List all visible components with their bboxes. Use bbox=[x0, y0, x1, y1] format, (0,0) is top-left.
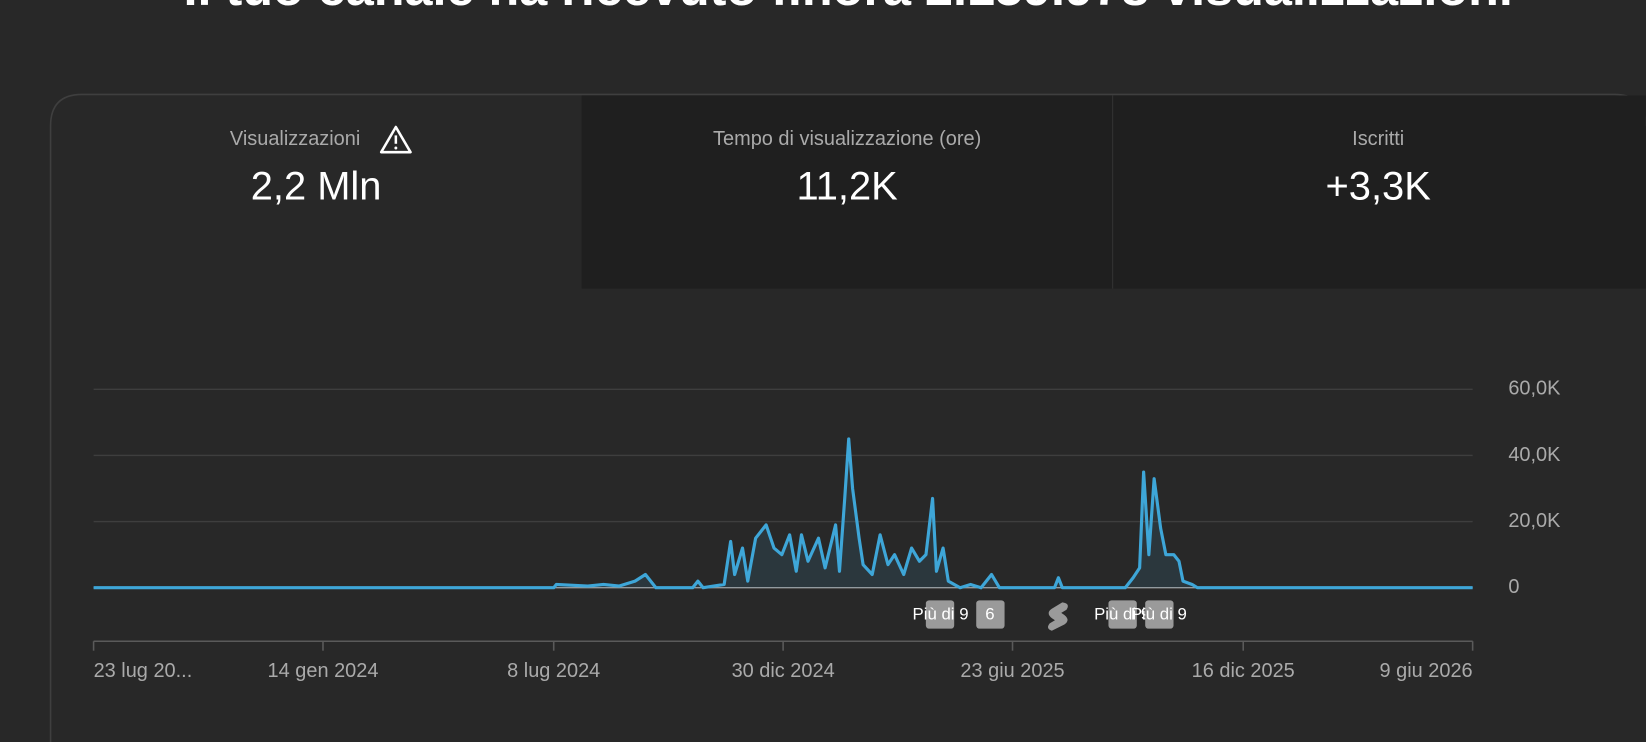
line bbox=[93, 437, 1473, 590]
tab-background bbox=[1112, 95, 1646, 289]
x-tick-label: 9 giu 2026 bbox=[1380, 660, 1473, 682]
marker-label: Più di 9 bbox=[1131, 604, 1187, 623]
chart: 0 20,0K 40,0K 60,0K 23 lug 20... 14 gen 2024 8… bbox=[92, 378, 1561, 682]
x-tick-label: 8 lug 2024 bbox=[507, 660, 600, 682]
y-tick-label: 60,0K bbox=[1508, 378, 1561, 400]
marker-box[interactable] bbox=[925, 600, 955, 629]
marker-label: Più di 9 bbox=[913, 604, 969, 623]
area bbox=[93, 439, 1473, 588]
warning-icon bbox=[379, 125, 412, 154]
tab-value: +3,3K bbox=[1326, 164, 1432, 208]
x-tick-label: 16 dic 2025 bbox=[1192, 660, 1295, 682]
y-tick-label: 0 bbox=[1508, 576, 1519, 598]
tab[interactable]: Iscritti +3,3K bbox=[1326, 128, 1432, 209]
page-title: Il tuo canale ha ricevuto finora 2.159.9… bbox=[183, 0, 1512, 16]
tab-label: Tempo di visualizzazione (ore) bbox=[713, 128, 981, 150]
tab[interactable]: Visualizzazioni 2,2 Mln bbox=[230, 125, 412, 208]
marker-label: 6 bbox=[985, 604, 994, 623]
x-tick-label: 23 lug 20... bbox=[94, 660, 193, 682]
x-tick-label: 14 gen 2024 bbox=[268, 660, 379, 682]
tab-label: Iscritti bbox=[1352, 128, 1404, 150]
y-tick-label: 20,0K bbox=[1508, 510, 1561, 532]
tab[interactable]: Tempo di visualizzazione (ore) 11,2K bbox=[713, 128, 981, 209]
tab-background bbox=[581, 95, 1113, 289]
annotation-markers: Più di 9 6 Più di 9 Più di 9 bbox=[913, 600, 1187, 631]
shorts-icon[interactable] bbox=[1048, 602, 1068, 631]
marker-box[interactable] bbox=[1108, 600, 1137, 629]
marker-box[interactable] bbox=[976, 600, 1005, 629]
marker-label: Più di 9 bbox=[1094, 604, 1150, 623]
x-tick-label: 23 giu 2025 bbox=[960, 660, 1064, 682]
y-tick-label: 40,0K bbox=[1508, 444, 1561, 466]
x-tick-label: 30 dic 2024 bbox=[732, 660, 835, 682]
tab-value: 11,2K bbox=[797, 164, 899, 208]
warning-icon-dot bbox=[394, 146, 398, 150]
marker-box[interactable] bbox=[1145, 600, 1174, 629]
tab-value: 2,2 Mln bbox=[251, 164, 382, 208]
tab-label: Visualizzazioni bbox=[230, 128, 360, 150]
